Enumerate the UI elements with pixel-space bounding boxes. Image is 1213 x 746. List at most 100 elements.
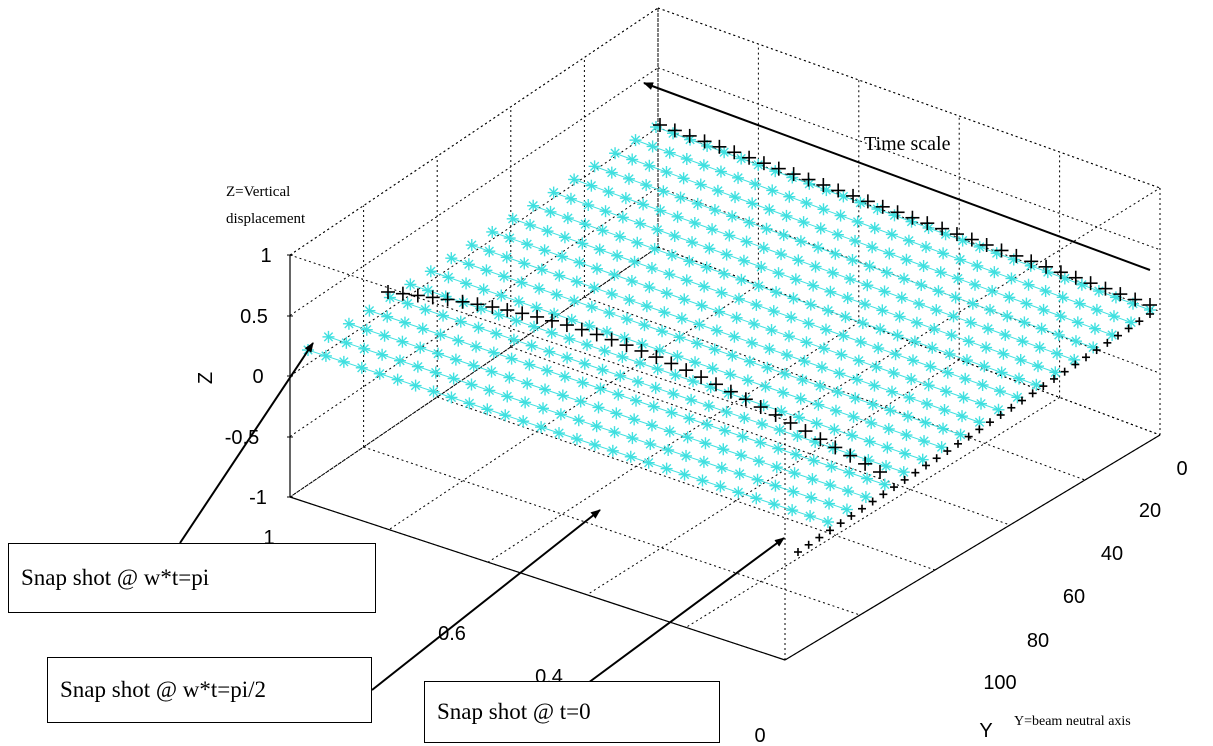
star-stroke [805, 511, 815, 521]
cyan-star-marker [714, 165, 727, 178]
star-stroke [796, 236, 806, 246]
black-plus-marker [783, 415, 798, 430]
star-stroke [867, 242, 877, 252]
star-stroke [655, 205, 666, 216]
cyan-star-marker [945, 329, 958, 342]
cyan-star-marker [763, 203, 776, 216]
star-stroke [1069, 355, 1079, 365]
star-stroke [615, 231, 625, 242]
cyan-star-marker [780, 349, 793, 362]
star-stroke [693, 199, 703, 209]
cyan-star-marker [937, 247, 950, 260]
star-stroke [657, 326, 667, 336]
black-plus-marker [619, 338, 634, 353]
star-stroke [699, 457, 709, 467]
black-plus-marker [1143, 298, 1157, 312]
cyan-star-marker [626, 432, 639, 445]
star-stroke [941, 386, 951, 397]
cyan-star-marker [949, 291, 962, 304]
cyan-star-marker [691, 337, 704, 350]
time-scale-arrow [643, 82, 1151, 271]
cyan-star-marker [561, 351, 574, 364]
x-tick-label: 1 [263, 527, 274, 549]
cyan-star-marker [964, 316, 977, 329]
star-stroke [916, 280, 926, 290]
star-stroke [979, 361, 989, 371]
star-stroke [433, 348, 443, 359]
cyan-star-marker [806, 473, 819, 486]
star-stroke [392, 374, 403, 385]
star-stroke [359, 344, 369, 354]
cyan-star-marker [868, 379, 881, 392]
cyan-star-marker [512, 295, 525, 308]
cyan-star-marker [671, 210, 684, 223]
star-stroke [584, 321, 595, 331]
cyan-star-marker [683, 255, 696, 268]
cyan-star-marker [851, 215, 864, 228]
star-stroke [884, 248, 894, 259]
star-stroke [511, 315, 522, 326]
star-stroke [534, 283, 544, 294]
star-stroke [402, 298, 413, 309]
cyan-star-marker [648, 242, 661, 255]
star-stroke [564, 334, 575, 344]
cyan-star-marker [748, 317, 761, 330]
cyan-star-marker [900, 429, 913, 442]
black-plus-marker [932, 454, 941, 463]
star-stroke [420, 304, 431, 315]
star-stroke [630, 135, 641, 145]
cyan-star-marker [822, 516, 834, 528]
cyan-star-marker [605, 166, 618, 179]
star-stroke [784, 331, 794, 341]
cyan-star-marker [662, 443, 675, 456]
star-stroke [377, 350, 387, 360]
star-stroke [582, 340, 592, 350]
cyan-star-marker [730, 311, 743, 324]
cyan-star-marker [913, 297, 926, 310]
cyan-star-marker [720, 405, 733, 418]
cyan-star-marker [916, 453, 929, 466]
star-stroke [714, 306, 724, 317]
star-stroke [900, 448, 910, 459]
black-plus-marker [815, 533, 824, 542]
star-stroke [908, 355, 918, 366]
cyan-star-marker [828, 423, 841, 436]
black-plus-marker [604, 332, 619, 347]
star-stroke [647, 141, 658, 152]
cyan-star-marker [854, 196, 867, 209]
series-black-plus-markers [381, 118, 1157, 556]
star-stroke [556, 409, 566, 419]
cyan-star-marker [596, 224, 609, 237]
cyan-star-marker [686, 236, 699, 249]
star-stroke [357, 363, 367, 373]
black-plus-marker [1146, 310, 1154, 318]
star-stroke [864, 261, 875, 271]
cyan-star-marker [800, 336, 813, 349]
cyan-star-marker [445, 391, 458, 404]
cyan-star-marker [770, 286, 783, 299]
black-plus-marker [922, 461, 930, 470]
black-plus-marker [756, 156, 771, 171]
cyan-star-marker [956, 410, 969, 423]
snapshot-pi-half-arrow [371, 509, 601, 691]
cyan-star-marker [971, 259, 984, 272]
annotation-arrows [179, 82, 1151, 691]
star-stroke [364, 305, 375, 316]
star-stroke [1107, 330, 1117, 340]
cyan-star-marker [959, 372, 972, 385]
cyan-star-marker [785, 311, 798, 324]
x-tick-label: 0.6 [438, 623, 466, 645]
cyan-star-marker [954, 428, 967, 441]
star-stroke [850, 236, 860, 246]
cyan-star-marker [579, 218, 592, 231]
star-stroke [487, 227, 497, 237]
black-plus-marker [589, 327, 604, 342]
cyan-star-marker [815, 361, 828, 374]
star-stroke [666, 407, 677, 418]
star-stroke [514, 296, 524, 307]
cyan-star-marker [523, 358, 536, 371]
star-stroke [341, 338, 352, 348]
star-stroke [842, 504, 852, 515]
star-stroke [526, 340, 537, 351]
star-stroke [823, 306, 833, 316]
